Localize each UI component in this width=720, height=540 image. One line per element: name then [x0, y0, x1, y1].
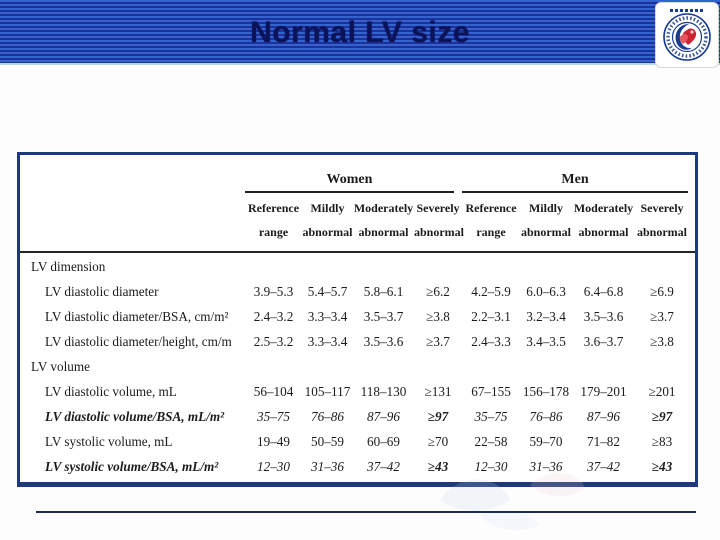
column-header-women-1: Mildly abnormal [302, 201, 353, 239]
table-cell-men-0: 2.2–3.1 [471, 308, 511, 324]
table-row: LV volume [26, 354, 689, 379]
table-cell-men-3: ≥43 [651, 459, 673, 475]
table-cell-women-2: 37–42 [367, 459, 400, 475]
table-row: LV diastolic diameter 3.9–5.3 5.4–5.7 5.8–6… [26, 279, 689, 304]
table-cell-men-1: 76–86 [529, 409, 563, 425]
table-cell-women-1: 3.3–3.4 [307, 308, 348, 324]
table-cell-men-1: 31–36 [529, 459, 563, 475]
column-header-men-1: Mildly abnormal [520, 201, 571, 239]
table-cell-women-0: 2.4–3.2 [253, 308, 294, 324]
table-cell-women-1: 3.3–3.4 [307, 333, 348, 349]
column-header-men-3: Severely abnormal [636, 201, 687, 239]
row-label: LV volume [31, 358, 90, 374]
table-cell-men-1: 59–70 [529, 434, 563, 450]
column-header-women-0: Reference range [247, 201, 300, 239]
table-cell-men-3: ≥6.9 [650, 283, 674, 299]
table-cell-women-2: 87–96 [367, 409, 400, 425]
table-cell-women-2: 3.5–3.7 [363, 308, 404, 324]
table-cell-men-3: ≥97 [651, 409, 673, 425]
table-cell-women-2: 60–69 [367, 434, 400, 450]
table-cell-men-2: 87–96 [587, 409, 620, 425]
table-cell-men-3: ≥3.8 [650, 333, 674, 349]
table-cell-women-3: ≥70 [427, 434, 449, 450]
table-cell-women-1: 5.4–5.7 [307, 283, 348, 299]
table-cell-men-3: ≥201 [648, 384, 676, 400]
table-cell-women-0: 12–30 [257, 459, 290, 475]
table-cell-men-3: ≥83 [651, 434, 673, 450]
lv-size-table: Women Men Reference range Mildly abnormal M… [17, 152, 698, 487]
society-logo-badge [655, 2, 719, 68]
table-cell-women-2: 118–130 [360, 384, 407, 400]
table-column-header-row: Reference range Mildly abnormal Moderately… [26, 193, 689, 251]
table-row: LV diastolic diameter/height, cm/m 2.5–3.… [26, 329, 689, 354]
header-rule [20, 251, 695, 253]
column-header-women-2: Moderately abnormal [353, 201, 414, 239]
table-cell-women-1: 76–86 [311, 409, 344, 425]
group-header-women: Women [245, 172, 454, 193]
table-row: LV systolic volume/BSA, mL/m² 12–30 31–36 3… [26, 455, 689, 480]
table-cell-women-1: 50–59 [311, 434, 344, 450]
table-cell-women-0: 35–75 [257, 409, 290, 425]
table-cell-men-1: 3.2–3.4 [526, 308, 566, 324]
table-cell-men-2: 6.4–6.8 [583, 283, 624, 299]
row-label: LV systolic volume, mL [45, 434, 173, 450]
table-cell-women-0: 19–49 [257, 434, 290, 450]
table-body: LV dimension LV diastolic diameter 3.9–5.3… [26, 253, 689, 480]
table-cell-women-1: 105–117 [304, 384, 351, 400]
slide-title: Normal LV size [250, 15, 470, 49]
table-cell-women-3: ≥6.2 [426, 283, 450, 299]
title-banner: Normal LV size [0, 0, 720, 65]
table-cell-men-0: 2.4–3.3 [471, 333, 511, 349]
footer-divider-line [36, 511, 696, 513]
table-cell-men-2: 3.5–3.6 [583, 308, 624, 324]
table-cell-women-3: ≥131 [424, 384, 452, 400]
row-label: LV diastolic diameter/height, cm/m [45, 333, 232, 349]
table-cell-men-2: 3.6–3.7 [583, 333, 624, 349]
group-header-men: Men [462, 172, 688, 193]
table-cell-women-3: ≥3.7 [426, 333, 450, 349]
table-cell-men-0: 22–58 [474, 434, 508, 450]
table-cell-women-3: ≥97 [427, 409, 449, 425]
table-row: LV systolic volume, mL 19–49 50–59 60–69 ≥70… [26, 430, 689, 455]
table-cell-men-1: 156–178 [522, 384, 570, 400]
table-cell-men-3: ≥3.7 [650, 308, 674, 324]
table-cell-men-0: 35–75 [474, 409, 508, 425]
row-label: LV diastolic diameter [45, 283, 159, 299]
table-row: LV diastolic volume/BSA, mL/m² 35–75 76–86… [26, 405, 689, 430]
table-cell-women-2: 3.5–3.6 [363, 333, 404, 349]
table-cell-men-2: 71–82 [587, 434, 620, 450]
table-cell-women-0: 2.5–3.2 [253, 333, 294, 349]
table-group-header-row: Women Men [26, 155, 689, 193]
table-row: LV diastolic volume, mL 56–104 105–117 118–… [26, 379, 689, 404]
column-header-women-3: Severely abnormal [414, 201, 465, 239]
table-cell-men-0: 67–155 [471, 384, 511, 400]
row-label: LV dimension [31, 258, 106, 274]
table-cell-men-1: 3.4–3.5 [526, 333, 566, 349]
table-cell-men-2: 37–42 [587, 459, 620, 475]
table-cell-women-1: 31–36 [311, 459, 344, 475]
row-label: LV diastolic volume/BSA, mL/m² [45, 409, 225, 425]
table-cell-women-3: ≥3.8 [426, 308, 450, 324]
table-row: LV dimension [26, 254, 689, 279]
row-label: LV diastolic volume, mL [45, 384, 177, 400]
echocardiography-society-emblem-icon [663, 9, 711, 61]
table-cell-women-0: 56–104 [253, 384, 294, 400]
row-label: LV systolic volume/BSA, mL/m² [45, 459, 219, 475]
table-row: LV diastolic diameter/BSA, cm/m² 2.4–3.2 3… [26, 304, 689, 329]
table-cell-women-3: ≥43 [427, 459, 449, 475]
column-header-men-2: Moderately abnormal [573, 201, 634, 239]
column-header-men-0: Reference range [465, 201, 517, 239]
table-cell-women-0: 3.9–5.3 [253, 283, 294, 299]
table-cell-men-1: 6.0–6.3 [526, 283, 566, 299]
row-label: LV diastolic diameter/BSA, cm/m² [45, 308, 229, 324]
table-cell-men-2: 179–201 [580, 384, 627, 400]
table-cell-men-0: 4.2–5.9 [471, 283, 511, 299]
table-cell-men-0: 12–30 [474, 459, 508, 475]
table-cell-women-2: 5.8–6.1 [363, 283, 404, 299]
